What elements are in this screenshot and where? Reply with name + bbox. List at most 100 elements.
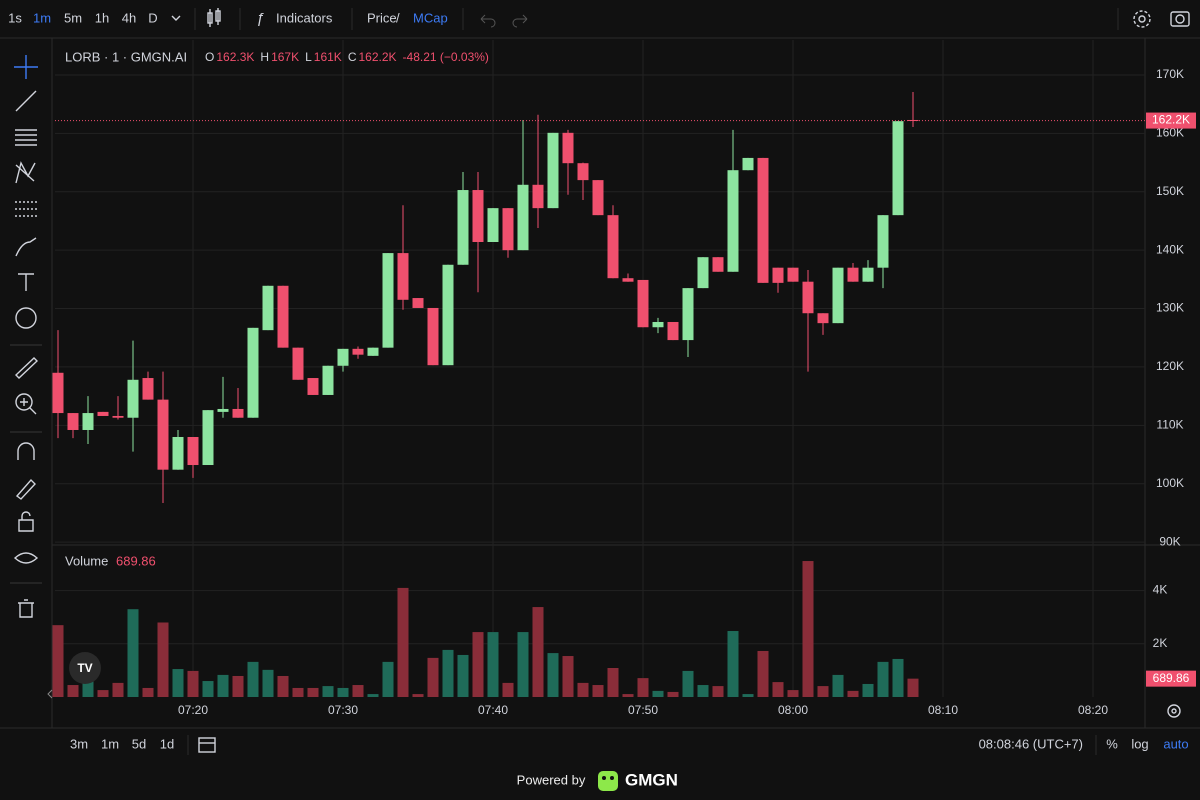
candle-body	[67, 413, 79, 430]
settings-button[interactable]	[1133, 10, 1151, 28]
volume-bar	[592, 685, 604, 697]
volume-bar	[892, 658, 904, 697]
zoom-tool[interactable]	[15, 393, 37, 415]
volume-bar	[787, 690, 799, 697]
lock-draw-tool[interactable]	[15, 478, 36, 500]
candle-body	[307, 378, 319, 395]
volume-bar	[772, 682, 784, 697]
interval-button[interactable]: 4h	[122, 10, 136, 25]
interval-dropdown[interactable]	[171, 15, 181, 21]
fib-tool[interactable]	[15, 129, 37, 146]
volume-bar	[532, 607, 544, 697]
volume-bar	[322, 686, 334, 697]
emoji-tool[interactable]	[15, 307, 37, 329]
lock-tool[interactable]	[18, 511, 34, 532]
ruler-tool[interactable]	[14, 357, 39, 379]
candle-body	[787, 267, 799, 282]
legend-change: -48.21 (−0.03%)	[403, 50, 489, 64]
candle-body	[157, 399, 169, 470]
candle-body	[697, 257, 709, 289]
candle-body	[442, 264, 454, 366]
date-range-button[interactable]	[198, 737, 216, 753]
undo-button[interactable]	[480, 14, 496, 28]
candle-body	[232, 408, 244, 418]
screenshot-button[interactable]	[1170, 11, 1190, 27]
text-tool[interactable]	[18, 273, 34, 291]
volume-bar	[217, 674, 229, 697]
range-button[interactable]: 1m	[101, 736, 119, 751]
volume-bar	[727, 631, 739, 697]
candle-body	[832, 267, 844, 324]
last-volume-tag	[1146, 670, 1196, 687]
candle-body	[667, 321, 679, 341]
legend-value: 162.3K	[216, 50, 254, 64]
percent-toggle[interactable]: %	[1106, 736, 1118, 751]
candle-body	[262, 285, 274, 331]
volume-bar	[127, 609, 139, 697]
range-button[interactable]: 3m	[70, 736, 88, 751]
volume-bar	[862, 683, 874, 697]
volume-bar	[652, 690, 664, 697]
legend-key: H	[260, 50, 269, 64]
interval-button[interactable]: 1m	[33, 10, 51, 25]
volume-bar	[637, 678, 649, 697]
fx-icon[interactable]: ƒ	[256, 10, 264, 27]
volume-bar	[412, 694, 424, 697]
log-toggle[interactable]: log	[1131, 736, 1148, 751]
candle-body	[742, 157, 754, 171]
volume-bar	[457, 654, 469, 697]
x-tick-label: 08:00	[778, 703, 808, 717]
interval-button[interactable]: 5m	[64, 10, 82, 25]
candle-body	[862, 267, 874, 282]
axis-settings[interactable]	[1167, 704, 1181, 718]
volume-bar	[397, 587, 409, 697]
legend-value: 167K	[271, 50, 299, 64]
tv-logo[interactable]	[69, 652, 101, 684]
brush-tool[interactable]	[15, 237, 37, 257]
volume-bar	[817, 686, 829, 697]
volume-bar	[757, 650, 769, 697]
volume-bar	[67, 685, 79, 697]
volume-bar	[562, 656, 574, 697]
auto-toggle[interactable]: auto	[1163, 736, 1188, 751]
indicators-button[interactable]: Indicators	[276, 10, 333, 25]
volume-title: Volume	[65, 553, 108, 568]
tv-logo-text: TV	[77, 661, 92, 675]
candle-body	[247, 327, 259, 418]
visibility-tool[interactable]	[13, 552, 39, 564]
crosshair-tool[interactable]	[14, 55, 38, 79]
candle-body	[97, 411, 109, 416]
candle-body	[202, 410, 214, 466]
scroll-left[interactable]	[47, 689, 53, 699]
candle-body	[322, 365, 334, 395]
mcap-toggle[interactable]: MCap	[413, 10, 448, 25]
x-tick-label: 08:20	[1078, 703, 1108, 717]
interval-button[interactable]: 1h	[95, 10, 109, 25]
legend-key: C	[348, 50, 357, 64]
magnet-tool[interactable]	[17, 442, 35, 460]
interval-button[interactable]: 1s	[8, 10, 22, 25]
chart-type-button[interactable]	[207, 8, 221, 27]
volume-tick-label: 2K	[1153, 636, 1168, 650]
range-button[interactable]: 5d	[132, 736, 146, 751]
pattern-tool[interactable]	[15, 161, 36, 184]
range-button[interactable]: 1d	[160, 736, 174, 751]
volume-bar	[307, 687, 319, 697]
candle-body	[172, 436, 184, 470]
interval-button[interactable]: D	[148, 10, 157, 25]
candle-body	[292, 347, 304, 380]
trend-line-tool[interactable]	[15, 90, 37, 112]
volume-bar	[172, 669, 184, 697]
candle-body	[607, 215, 619, 279]
volume-bar	[277, 675, 289, 697]
candle-body	[337, 348, 349, 366]
price-toggle[interactable]: Price	[367, 10, 397, 25]
volume-bar	[517, 632, 529, 697]
redo-button[interactable]	[512, 14, 528, 28]
volume-bar	[247, 661, 259, 697]
delete-tool[interactable]	[18, 599, 34, 618]
candle-body	[352, 348, 364, 355]
volume-bar	[832, 674, 844, 697]
volume-bar	[907, 678, 919, 697]
y-tick-label: 160K	[1156, 126, 1184, 140]
